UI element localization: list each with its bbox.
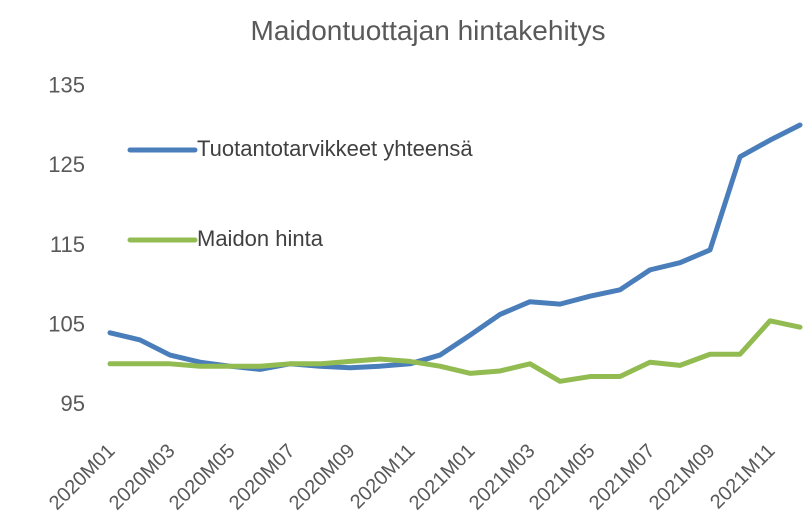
y-tick-label: 105 — [48, 311, 85, 336]
series-line — [107, 318, 803, 384]
y-tick-label: 95 — [61, 391, 85, 416]
x-tick-label: 2021M11 — [706, 440, 779, 513]
y-tick-label: 135 — [48, 73, 85, 98]
legend-label: Tuotantotarvikkeet yhteensä — [197, 136, 473, 161]
chart-title: Maidontuottajan hintakehitys — [251, 15, 606, 46]
x-tick-label: 2021M09 — [645, 440, 720, 515]
x-tick-label: 2020M09 — [285, 440, 360, 515]
y-tick-label: 125 — [48, 152, 85, 177]
legend-label: Maidon hinta — [197, 226, 324, 251]
y-tick-label: 115 — [50, 232, 85, 257]
